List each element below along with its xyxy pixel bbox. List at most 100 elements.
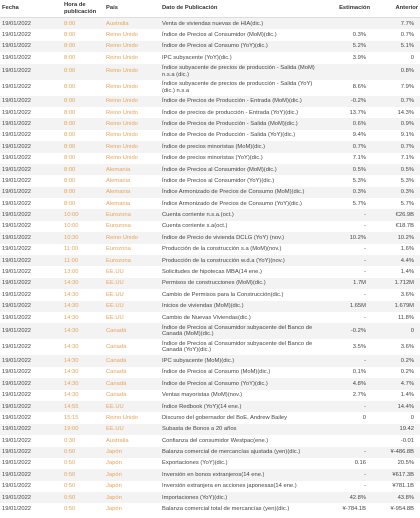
cell [320, 18, 372, 30]
cell: 19/01/2022 [2, 280, 32, 287]
cell: Australia [106, 20, 129, 27]
cell: 1.4% [400, 269, 414, 276]
table-row: 19/01/2022 8:00 Reino Unido Índice de Preci… [0, 40, 420, 53]
cell: 0:50 [64, 460, 76, 467]
column-header: Hora de publicación [62, 0, 104, 18]
cell: ¥-486.8B [390, 449, 414, 456]
cell: Venta de viviendas nuevas de HIA(dic.) [162, 20, 264, 27]
cell: - [364, 246, 366, 253]
cell: IPC subyacente (MoM)(dic.) [162, 357, 235, 364]
cell: Reino Unido [106, 132, 138, 139]
cell: 19/01/2022 [2, 109, 32, 116]
cell: 1.65M [349, 303, 366, 310]
cell: 14:30 [64, 314, 79, 321]
cell: Índice Armonizado de Precios de Consumo … [162, 189, 305, 196]
cell: 8:00 [64, 189, 76, 196]
cell: 11:00 [64, 246, 79, 253]
cell: 43.8% [397, 494, 414, 501]
cell: 8:00 [64, 109, 76, 116]
cell: 8:00 [64, 132, 76, 139]
cell: 19/01/2022 [2, 449, 32, 456]
cell: - [364, 357, 366, 364]
table-row: 19/01/2022 8:00 Reino Unido Índice de preci… [0, 141, 420, 153]
cell: 14:30 [64, 303, 79, 310]
cell: 0:50 [64, 506, 76, 513]
cell: 5.1% [400, 43, 414, 50]
cell: 14:30 [64, 369, 79, 376]
cell: 10:00 [64, 223, 79, 230]
cell: 19/01/2022 [2, 31, 32, 38]
cell: 8:00 [64, 54, 76, 61]
cell: 8:00 [64, 31, 76, 38]
table-row: 19/01/2022 14:30 Canadá Índice de Precios a… [0, 339, 420, 355]
cell: 0.7% [400, 98, 414, 105]
cell: Reino Unido [106, 68, 138, 75]
cell: 0:50 [64, 449, 76, 456]
cell: 15:15 [64, 414, 79, 421]
cell: 19/01/2022 [2, 269, 32, 276]
cell: 19/01/2022 [2, 460, 32, 467]
cell: 10:00 [64, 212, 79, 219]
cell: 0 [410, 328, 414, 335]
cell: Alemania [106, 166, 131, 173]
cell: Índice subyacente de precios de producci… [162, 81, 313, 94]
cell: 0.7% [400, 143, 414, 150]
cell: 8:00 [64, 84, 76, 91]
table-row: 19/01/2022 8:00 Reino Unido Índice subyacen… [0, 63, 420, 80]
cell: 19/01/2022 [2, 234, 32, 241]
cell: Índice de Precios al Consumo (YoY)(dic.) [162, 380, 268, 387]
cell: 11:00 [64, 257, 79, 264]
cell: 4.7% [400, 380, 414, 387]
cell: Índice de Precios al Consumo (MoM)(dic.) [162, 369, 271, 376]
cell: 3.6% [400, 291, 414, 298]
cell: - [364, 223, 366, 230]
cell: 14:30 [64, 357, 79, 364]
cell: 0.3% [400, 189, 414, 196]
cell: 14.4% [397, 403, 414, 410]
cell: 0:50 [64, 494, 76, 501]
cell: 5.2% [352, 43, 366, 50]
cell: - [364, 483, 366, 490]
table-row: 19/01/2022 0:50 Japón Inversión extranjera … [0, 481, 420, 492]
table-row: 19/01/2022 0:30 Australia Confianza del con… [0, 435, 420, 446]
cell: 0.16 [354, 460, 366, 467]
cell: Australia [106, 437, 129, 444]
cell: 0.9% [400, 120, 414, 127]
cell: €18.7B [395, 223, 414, 230]
cell: 8:00 [64, 200, 76, 207]
cell: 19/01/2022 [2, 437, 32, 444]
cell: 14:30 [64, 380, 79, 387]
cell: 19/01/2022 [2, 84, 32, 91]
cell [320, 64, 372, 80]
table-row: 19/01/2022 8:00 Reino Unido Índice de Preci… [0, 130, 420, 141]
cell: 8:00 [64, 143, 76, 150]
cell: 19/01/2022 [2, 328, 32, 335]
cell: 19/01/2022 [2, 403, 32, 410]
cell: Reino Unido [106, 43, 138, 50]
cell: 19/01/2022 [2, 369, 32, 376]
cell: -0.2% [350, 98, 366, 105]
cell: 3.6% [400, 344, 414, 351]
cell: Índice de precios minoristas (YoY)(dic.) [162, 155, 263, 162]
cell: 3.5% [352, 344, 366, 351]
cell: 0.7% [352, 143, 366, 150]
cell: 19/01/2022 [2, 120, 32, 127]
table-row: 19/01/2022 8:00 Reino Unido Índice de Preci… [0, 118, 420, 130]
cell: - [364, 403, 366, 410]
cell: 5.7% [400, 200, 414, 207]
cell: Índice de Precios al Consumidor (MoM)(di… [162, 31, 277, 38]
cell: 19.42 [399, 426, 414, 433]
cell: Exportaciones (YoY)(dic.) [162, 460, 228, 467]
table-row: 19/01/2022 14:30 Canadá Índice de Precios a… [0, 378, 420, 390]
table-row: 19/01/2022 14:30 EE.UU Cambio de Nuevas Viv… [0, 312, 420, 323]
cell: 8:00 [64, 20, 76, 27]
cell: 10.2% [349, 234, 366, 241]
cell: 13:00 [64, 269, 79, 276]
table-row: 19/01/2022 8:00 Reino Unido Índice de preci… [0, 153, 420, 164]
cell: Reino Unido [106, 234, 138, 241]
cell: 19/01/2022 [2, 414, 32, 421]
cell: 8:00 [64, 98, 76, 105]
cell: Índice subyacente de precios de producci… [162, 65, 315, 78]
cell: 1.6% [400, 246, 414, 253]
